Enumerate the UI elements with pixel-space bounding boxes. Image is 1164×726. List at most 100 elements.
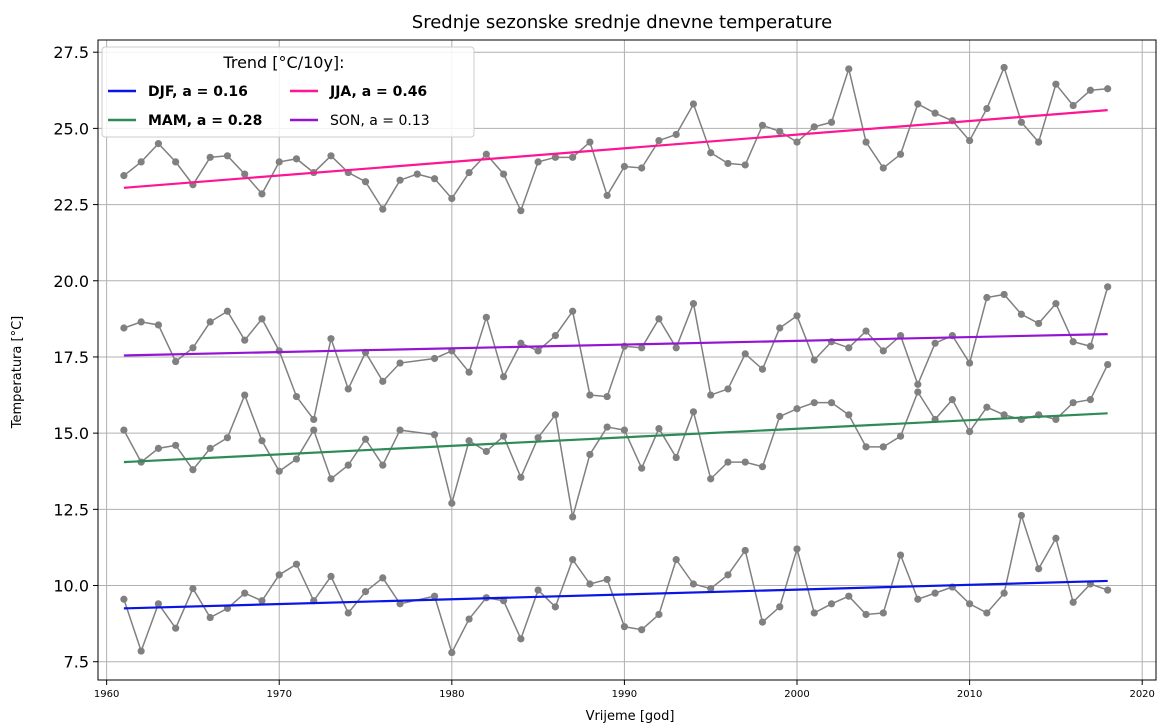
data-point	[1069, 399, 1077, 407]
x-axis-label: Vrijeme [god]	[586, 709, 675, 724]
series-mam	[120, 360, 1112, 521]
data-point	[1035, 138, 1043, 146]
data-point	[845, 411, 853, 419]
data-point	[241, 391, 249, 399]
data-point	[827, 600, 836, 608]
data-point	[724, 385, 732, 393]
data-point	[189, 584, 197, 593]
data-point	[310, 426, 318, 434]
data-point	[430, 592, 439, 600]
data-point	[120, 172, 128, 180]
data-point	[1104, 85, 1112, 93]
data-point	[465, 615, 473, 623]
data-point	[172, 441, 180, 449]
data-point	[344, 461, 352, 469]
y-tick-label: 15.0	[53, 424, 89, 443]
data-point	[707, 149, 715, 157]
data-point	[137, 158, 145, 166]
data-point	[534, 347, 542, 355]
data-point	[793, 405, 801, 413]
data-point	[655, 610, 663, 619]
data-point	[154, 600, 163, 608]
data-point	[776, 603, 784, 611]
data-point	[1052, 534, 1060, 542]
data-point	[482, 313, 490, 321]
data-point	[189, 466, 197, 474]
data-point	[672, 556, 680, 564]
data-point	[223, 152, 232, 160]
data-point	[551, 411, 559, 419]
data-point	[551, 332, 559, 340]
data-point	[154, 444, 163, 452]
data-point	[810, 609, 818, 617]
data-point	[223, 307, 232, 315]
x-tick-label: 1960	[94, 689, 119, 700]
data-point	[931, 339, 939, 347]
data-point	[758, 121, 767, 129]
data-point	[275, 571, 283, 579]
series-jja	[120, 63, 1112, 215]
data-point	[206, 444, 214, 452]
data-point	[569, 513, 577, 521]
data-point	[724, 571, 732, 579]
data-point	[983, 609, 991, 617]
data-point	[793, 545, 801, 553]
data-point	[620, 162, 629, 171]
series-line-jja	[123, 65, 1108, 213]
data-point	[327, 572, 335, 580]
data-point	[1104, 586, 1112, 594]
data-point	[206, 153, 214, 161]
data-point	[862, 327, 870, 335]
data-point	[344, 609, 352, 617]
data-point	[620, 426, 629, 434]
data-point	[430, 431, 439, 439]
data-point	[603, 191, 611, 200]
data-point	[448, 499, 456, 507]
data-point	[327, 475, 335, 483]
data-point	[120, 595, 128, 603]
data-point	[517, 635, 525, 643]
data-point	[120, 426, 128, 434]
y-tick-label: 27.5	[53, 43, 89, 62]
data-point	[638, 344, 646, 352]
data-point	[1086, 396, 1095, 404]
data-point	[707, 584, 715, 593]
data-point	[758, 618, 767, 626]
data-point	[655, 136, 663, 145]
data-point	[569, 556, 577, 564]
data-point	[517, 339, 525, 347]
x-tick-label: 1990	[612, 689, 637, 700]
data-point	[482, 447, 490, 456]
data-point	[914, 388, 922, 396]
y-tick-label: 25.0	[53, 119, 89, 138]
data-point	[154, 321, 163, 329]
data-point	[465, 437, 473, 445]
data-point	[707, 475, 715, 483]
data-point	[965, 136, 974, 145]
data-point	[275, 467, 283, 475]
data-point	[983, 403, 991, 411]
data-point	[776, 412, 784, 420]
legend: Trend [°C/10y]: DJF, a = 0.16 MAM, a = 0.2…	[101, 46, 475, 138]
data-point	[827, 399, 836, 407]
data-point	[482, 150, 490, 158]
data-point	[793, 312, 801, 320]
data-point	[1104, 283, 1112, 291]
data-point	[534, 434, 542, 442]
y-tick-label: 7.5	[64, 653, 89, 672]
data-point	[983, 104, 991, 113]
trend-line-mam	[123, 412, 1108, 464]
data-point	[396, 359, 404, 367]
data-point	[241, 589, 249, 597]
data-point	[361, 178, 370, 186]
data-point	[655, 424, 663, 433]
data-point	[845, 344, 853, 352]
data-point	[827, 118, 836, 126]
data-point	[638, 464, 646, 472]
data-point	[689, 408, 698, 416]
data-point	[845, 592, 853, 600]
data-point	[499, 170, 508, 178]
data-point	[1052, 415, 1060, 424]
data-point	[569, 307, 577, 315]
